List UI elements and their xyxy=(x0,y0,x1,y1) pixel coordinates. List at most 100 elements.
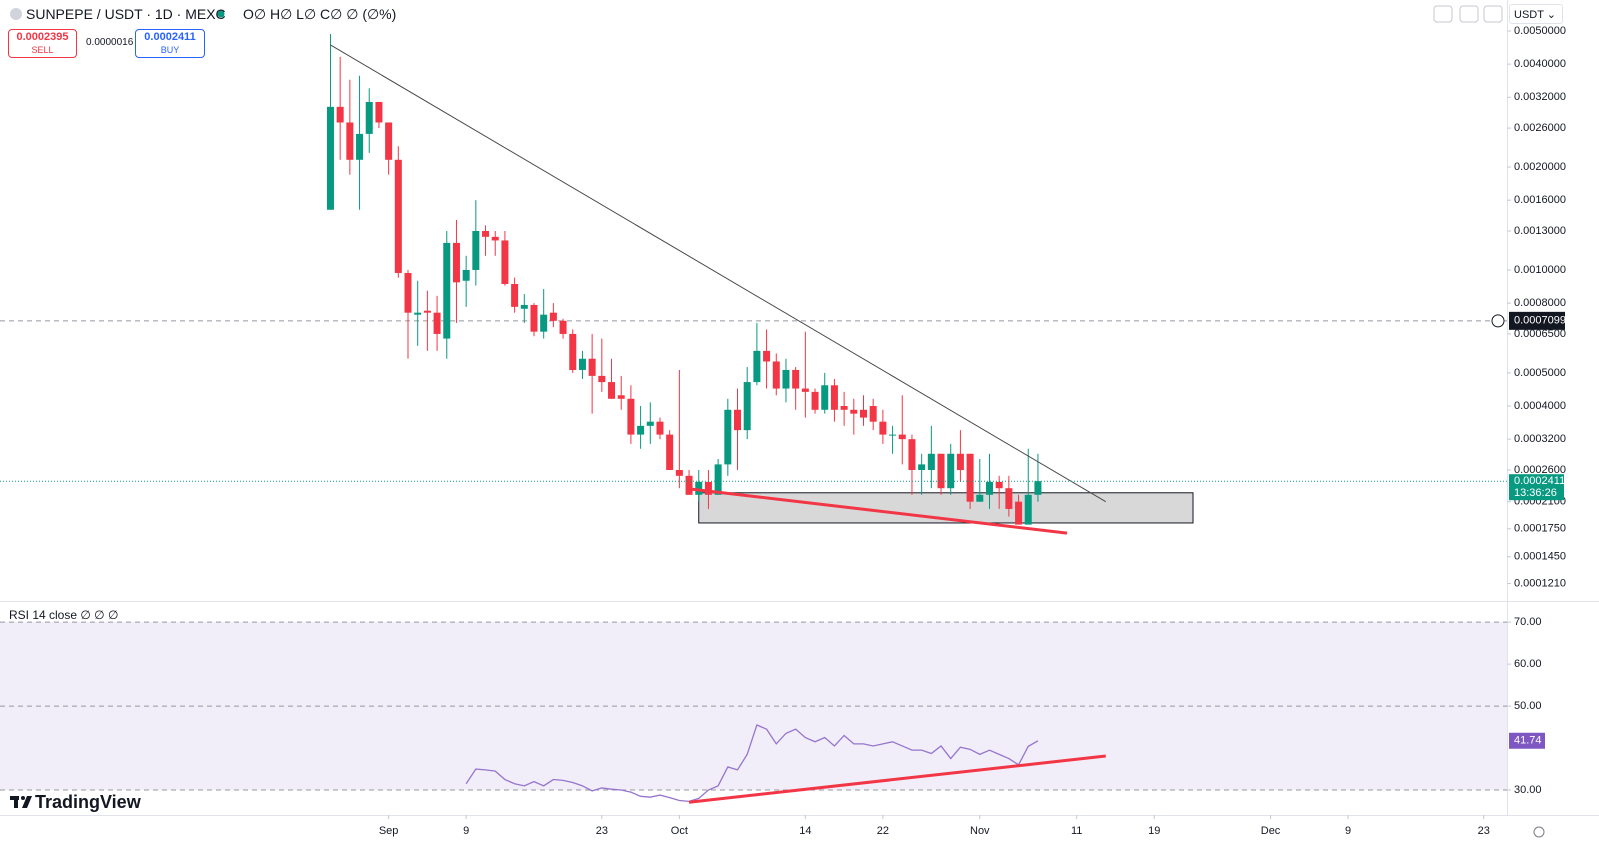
candle-body xyxy=(656,421,664,435)
candle-body xyxy=(385,122,393,160)
last-price-label: 0.0002411 xyxy=(1514,475,1565,487)
candle-body xyxy=(724,409,732,465)
y-tick-label: 0.0020000 xyxy=(1514,161,1566,173)
x-tick-label: 19 xyxy=(1148,825,1160,837)
candle-body xyxy=(433,312,441,334)
x-tick-label: Nov xyxy=(970,825,990,837)
candle-body xyxy=(326,106,334,210)
trend-line xyxy=(688,754,1106,804)
candle-body xyxy=(501,240,509,284)
x-tick-label: Sep xyxy=(379,825,399,837)
candle-body xyxy=(782,369,790,389)
candle-body xyxy=(530,304,538,332)
sell-button[interactable]: 0.0002395 SELL xyxy=(8,29,77,58)
last-price-badge xyxy=(1509,474,1564,501)
x-tick-label: Dec xyxy=(1261,825,1281,837)
candle-body xyxy=(753,350,761,383)
candle-body xyxy=(423,310,431,313)
candle-body xyxy=(578,358,586,370)
candle-body xyxy=(472,231,480,270)
y-tick-label: 0.0001750 xyxy=(1514,523,1566,535)
candle-body xyxy=(569,333,577,370)
candle-body xyxy=(918,464,926,470)
y-tick-label: 0.0003200 xyxy=(1514,433,1566,445)
candle-body xyxy=(666,434,674,470)
candle-body xyxy=(549,312,557,321)
candle-body xyxy=(850,409,858,414)
trend-line xyxy=(330,44,1107,503)
candle-body xyxy=(801,388,809,392)
candle-body xyxy=(608,382,616,399)
currency: USDT xyxy=(1514,9,1544,21)
y-tick-label: 70.00 xyxy=(1514,616,1542,628)
candle-body xyxy=(375,101,383,123)
candle-body xyxy=(559,320,567,334)
y-tick-label: 50.00 xyxy=(1514,700,1542,712)
candle-body xyxy=(1005,488,1013,509)
x-tick-label: 23 xyxy=(596,825,608,837)
candle-body xyxy=(356,133,364,160)
candle-body xyxy=(627,398,635,435)
candle-body xyxy=(714,464,722,495)
y-tick-label: 0.0016000 xyxy=(1514,194,1566,206)
y-tick-label: 60.00 xyxy=(1514,658,1542,670)
candle-body xyxy=(966,453,974,502)
candle-body xyxy=(1024,494,1032,525)
candle-body xyxy=(947,453,955,489)
sell-price: 0.0002395 xyxy=(16,31,69,43)
candle-body xyxy=(985,481,993,495)
y-tick-label: 0.0001450 xyxy=(1514,551,1566,563)
y-tick-label: 0.0002600 xyxy=(1514,464,1566,476)
candle-body xyxy=(365,101,373,134)
candle-body xyxy=(346,122,354,160)
candle-body xyxy=(976,494,984,502)
candle-body xyxy=(646,421,654,426)
candle-body xyxy=(695,481,703,495)
countdown: 13:36:26 xyxy=(1514,487,1557,499)
candle-body xyxy=(588,358,596,376)
currency-select[interactable]: USDT ⌄ xyxy=(1509,4,1563,24)
y-tick-label: 0.0026000 xyxy=(1514,122,1566,134)
crosshair-badge xyxy=(1509,311,1565,330)
candle-body xyxy=(908,439,916,470)
buy-price: 0.0002411 xyxy=(144,31,196,43)
candle-body xyxy=(462,269,470,281)
candle-body xyxy=(772,361,780,389)
candle-body xyxy=(520,304,528,309)
candle-body xyxy=(482,231,490,237)
candle-body xyxy=(598,375,606,383)
candle-body xyxy=(452,242,460,283)
y-tick-label: 0.0008000 xyxy=(1514,297,1566,309)
y-tick-label: 0.0013000 xyxy=(1514,225,1566,237)
candle-body xyxy=(404,272,412,313)
x-tick-label: 14 xyxy=(799,825,811,837)
rsi-badge xyxy=(1509,732,1545,749)
candle-body xyxy=(443,242,451,339)
x-tick-label: 9 xyxy=(463,825,469,837)
y-tick-label: 0.0006500 xyxy=(1514,328,1566,340)
logo-mark xyxy=(10,796,32,808)
candle-body xyxy=(394,159,402,273)
toolbar-icons xyxy=(1433,5,1503,23)
candle-body xyxy=(821,385,829,410)
y-tick-label: 30.00 xyxy=(1514,784,1542,796)
candle-body xyxy=(937,453,945,489)
candle-body xyxy=(704,481,712,495)
candle-body xyxy=(617,395,625,399)
settings-icon[interactable] xyxy=(1533,826,1545,838)
candle-body xyxy=(869,406,877,422)
candle-body xyxy=(763,350,771,362)
buy-button[interactable]: 0.0002411 BUY xyxy=(135,29,205,58)
y-tick-label: 0.0005000 xyxy=(1514,367,1566,379)
candle-body xyxy=(879,421,887,435)
y-tick-label: 0.0050000 xyxy=(1514,25,1566,37)
candle-body xyxy=(414,312,422,315)
candle-body xyxy=(511,283,519,307)
candle-body xyxy=(859,409,867,418)
crosshair-plus xyxy=(1491,314,1505,328)
candle-body xyxy=(927,453,935,470)
candle-body xyxy=(1015,501,1023,525)
